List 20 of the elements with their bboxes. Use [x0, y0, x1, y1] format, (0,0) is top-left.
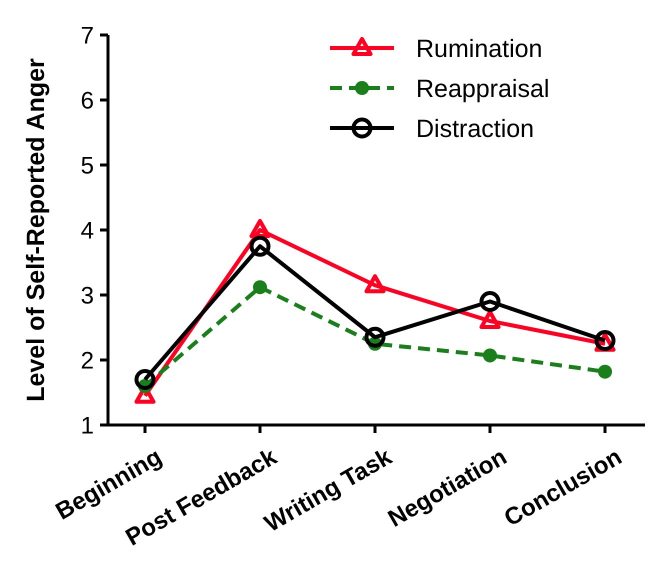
- point: [483, 348, 497, 362]
- point: [364, 274, 386, 294]
- point: [250, 236, 270, 257]
- y-tick-label: 2: [80, 347, 94, 374]
- point: [253, 280, 267, 294]
- legend-label: Reappraisal: [416, 74, 550, 103]
- point: [480, 310, 500, 329]
- point: [364, 326, 386, 348]
- y-axis-title: Level of Self-Reported Anger: [22, 58, 50, 402]
- y-tick-label: 3: [80, 282, 94, 310]
- legend-label: Distraction: [416, 114, 534, 143]
- y-tick-label: 4: [80, 217, 94, 244]
- y-tick-label: 7: [80, 22, 94, 50]
- point: [134, 369, 156, 390]
- legend-label: Rumination: [416, 34, 542, 63]
- point: [480, 291, 500, 312]
- y-tick-label: 6: [80, 87, 94, 114]
- y-tick-label: 1: [80, 412, 94, 440]
- y-tick-label: 5: [80, 152, 94, 180]
- point: [598, 364, 612, 379]
